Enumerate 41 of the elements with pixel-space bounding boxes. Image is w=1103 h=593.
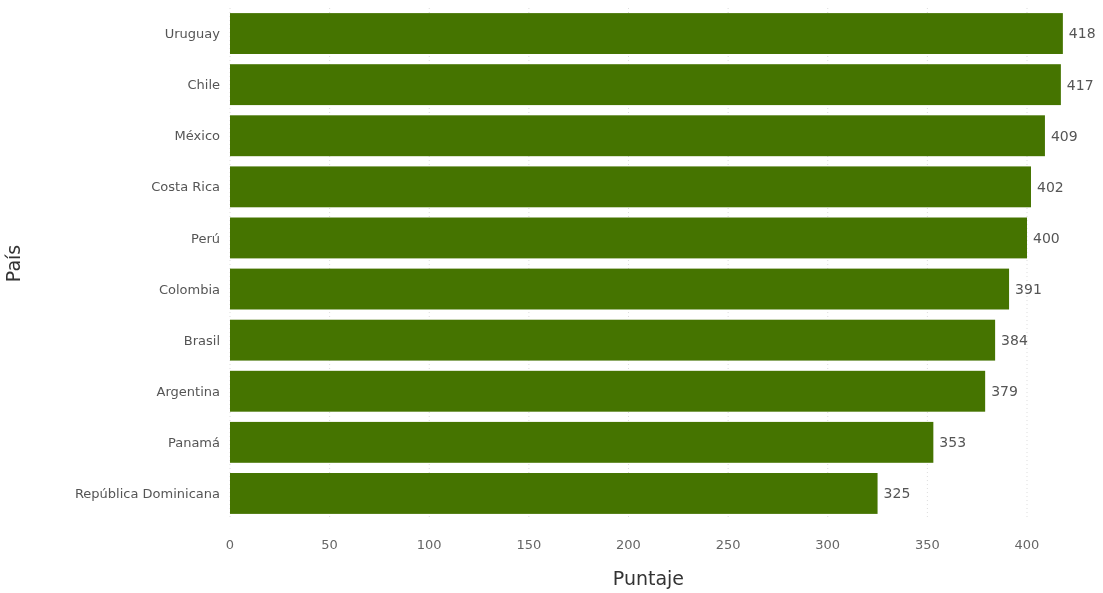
data-label: 325 <box>883 485 911 502</box>
data-label: 391 <box>1015 280 1042 297</box>
y-tick-label: Costa Rica <box>151 179 220 195</box>
y-tick-label: Panamá <box>167 434 220 450</box>
x-tick-label: 150 <box>516 537 542 552</box>
bar <box>230 268 1010 310</box>
bar <box>230 64 1061 106</box>
y-axis-title: País <box>2 244 24 283</box>
x-tick-label: 300 <box>815 537 841 552</box>
x-tick-label: 200 <box>616 537 641 552</box>
data-label: 409 <box>1050 127 1078 144</box>
x-axis-title: Puntaje <box>612 567 685 589</box>
y-tick-label: Uruguay <box>164 26 221 42</box>
y-tick-label: Perú <box>191 230 220 246</box>
y-tick-label: México <box>174 128 221 144</box>
x-tick-label: 250 <box>715 537 741 552</box>
y-tick-label: Chile <box>187 77 220 93</box>
bar <box>230 115 1045 157</box>
y-tick-label: Brasil <box>183 332 220 348</box>
y-tick-label: Colombia <box>158 281 220 297</box>
x-tick-label: 400 <box>1014 537 1040 552</box>
data-label: 379 <box>991 383 1018 400</box>
data-label: 400 <box>1033 229 1060 246</box>
bar <box>230 473 878 514</box>
data-label: 417 <box>1066 76 1094 93</box>
bar <box>230 319 996 361</box>
y-tick-label: República Dominicana <box>74 486 220 501</box>
x-tick-label: 50 <box>321 537 338 552</box>
bar <box>230 166 1031 208</box>
data-label: 353 <box>939 434 967 451</box>
bar <box>230 421 934 463</box>
bar <box>230 217 1027 259</box>
x-tick-label: 0 <box>225 537 235 552</box>
y-tick-label: Argentina <box>156 383 220 399</box>
bar <box>230 370 986 412</box>
bar <box>230 13 1063 54</box>
data-label: 418 <box>1068 25 1096 42</box>
x-tick-label: 100 <box>416 537 442 552</box>
data-label: 402 <box>1036 178 1064 195</box>
data-label: 384 <box>1001 332 1028 349</box>
x-tick-label: 350 <box>914 537 940 552</box>
